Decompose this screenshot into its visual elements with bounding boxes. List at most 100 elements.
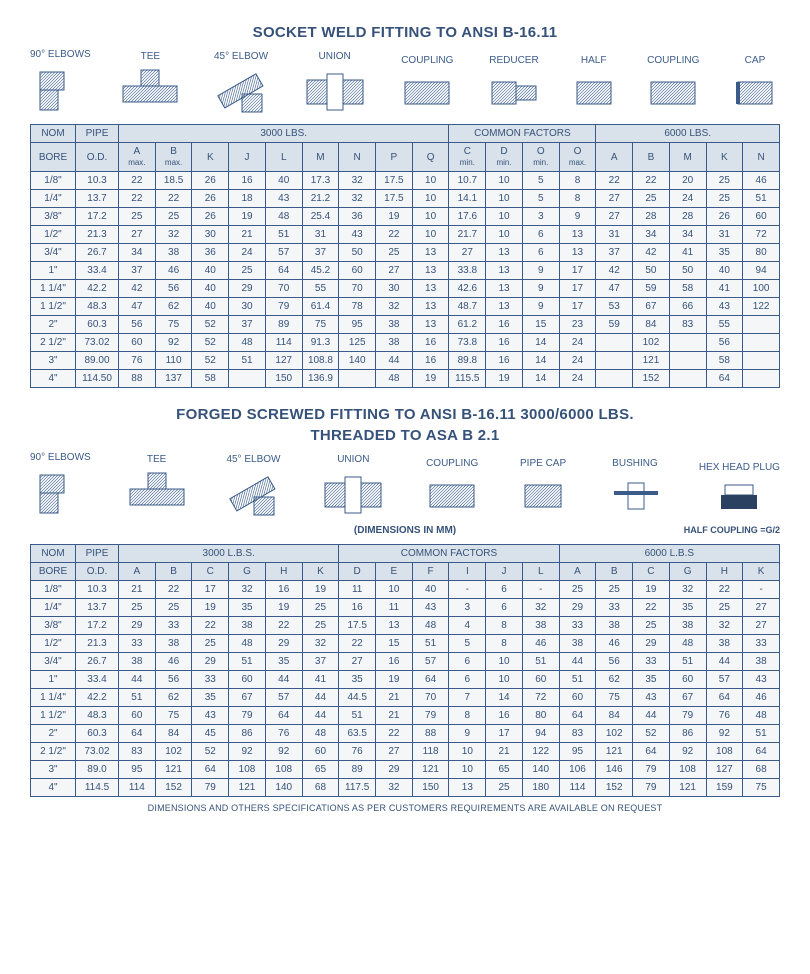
table-cell: 51 [743, 725, 780, 743]
table-cell [596, 334, 633, 352]
col-sub: A [559, 563, 596, 581]
table-cell: 152 [633, 370, 670, 388]
table-cell: 11 [339, 581, 376, 599]
table-cell: 7 [449, 689, 486, 707]
table-cell: 44 [302, 689, 339, 707]
table-cell: 43 [412, 599, 449, 617]
table-cell: 25 [119, 599, 156, 617]
table-cell: 25 [596, 581, 633, 599]
col-sub: F [412, 563, 449, 581]
table-cell: 43 [706, 298, 743, 316]
table-row: 1 1/2"48.3476240307961.478321348.7139175… [31, 298, 780, 316]
table-cell: 6 [486, 581, 523, 599]
table-cell: 70 [265, 280, 302, 298]
table-cell: 114.50 [76, 370, 119, 388]
table-cell: 3 [449, 599, 486, 617]
col-sub: Amax. [119, 143, 156, 172]
col-sub: D [339, 563, 376, 581]
table-cell: - [449, 581, 486, 599]
table-cell: 2 1/2" [31, 743, 76, 761]
table-cell: 35 [339, 671, 376, 689]
diagram-coupling: COUPLING [643, 55, 703, 116]
table-cell: 114 [559, 779, 596, 797]
table-cell: 64 [559, 707, 596, 725]
table-cell: 25 [559, 581, 596, 599]
table-cell: 60 [743, 208, 780, 226]
table-cell: 14 [522, 352, 559, 370]
table-cell: 83 [119, 743, 156, 761]
table-cell: 51 [743, 190, 780, 208]
table-cell: 100 [743, 280, 780, 298]
table-cell: 48 [302, 725, 339, 743]
table-cell: 44 [633, 707, 670, 725]
table-cell: 75 [743, 779, 780, 797]
col-head: PIPE [76, 125, 119, 143]
table-cell: 38 [743, 653, 780, 671]
table-cell: 32 [229, 581, 266, 599]
table-cell: 37 [302, 653, 339, 671]
table-cell: 50 [633, 262, 670, 280]
table-cell: 38 [669, 617, 706, 635]
col-group: 6000 L.B.S [559, 545, 779, 563]
table-cell: 1/2" [31, 635, 76, 653]
col-sub: K [192, 143, 229, 172]
table-row: 1 1/4"42.242564029705570301342.613917475… [31, 280, 780, 298]
table-cell: 89 [339, 761, 376, 779]
table-cell: 13 [412, 262, 449, 280]
table-cell: 52 [192, 352, 229, 370]
table-cell: 108 [229, 761, 266, 779]
table-cell: 51 [119, 689, 156, 707]
table-cell: 64 [633, 743, 670, 761]
table-cell: 48.3 [76, 298, 119, 316]
table-cell: 24 [669, 190, 706, 208]
table-cell: 136.9 [302, 370, 339, 388]
table-cell: 79 [633, 779, 670, 797]
col-sub: K [743, 563, 780, 581]
table-cell: 95 [339, 316, 376, 334]
table-cell: 114 [119, 779, 156, 797]
table-cell: 25 [229, 262, 266, 280]
table-cell: 6 [449, 653, 486, 671]
table-cell: 114 [265, 334, 302, 352]
table-cell: 125 [339, 334, 376, 352]
diagram-coupling: COUPLING [397, 55, 457, 116]
table-cell: 28 [633, 208, 670, 226]
table-cell: 21 [229, 226, 266, 244]
table-cell: 35 [706, 244, 743, 262]
table-row: 3"89.00761105251127108.8140441689.816142… [31, 352, 780, 370]
table-cell: 10 [412, 208, 449, 226]
col-group: COMMON FACTORS [339, 545, 559, 563]
col-group: COMMON FACTORS [449, 125, 596, 143]
table-cell: 122 [522, 743, 559, 761]
table-cell: 26 [192, 172, 229, 190]
table-cell: 58 [192, 370, 229, 388]
table-cell: 46 [522, 635, 559, 653]
table-cell: 35 [192, 689, 229, 707]
table-cell: 22 [596, 172, 633, 190]
col-sub: B [633, 143, 670, 172]
table-cell [669, 370, 706, 388]
table-cell: 17 [559, 280, 596, 298]
table-cell: 108 [669, 761, 706, 779]
table-cell: 25 [155, 208, 192, 226]
col-group: 3000 L.B.S. [119, 545, 339, 563]
table-cell: 137 [155, 370, 192, 388]
table-cell: 43 [743, 671, 780, 689]
table-cell: 1 1/4" [31, 689, 76, 707]
table-cell: 59 [633, 280, 670, 298]
table-cell: 13 [486, 298, 523, 316]
table-cell: 159 [706, 779, 743, 797]
table-cell: 52 [633, 725, 670, 743]
table-cell: 102 [633, 334, 670, 352]
diagram-union: UNION [299, 51, 371, 116]
half-coupling-note: HALF COUPLING =G/2 [499, 525, 780, 536]
table-cell: 38 [376, 334, 413, 352]
table-cell: 26 [192, 190, 229, 208]
table-cell: 48 [265, 208, 302, 226]
table-cell: 140 [265, 779, 302, 797]
col-sub: G [229, 563, 266, 581]
table-cell: 48 [229, 334, 266, 352]
table-cell: 10 [449, 743, 486, 761]
table-cell: 1 1/4" [31, 280, 76, 298]
col-head: NOM [31, 125, 76, 143]
